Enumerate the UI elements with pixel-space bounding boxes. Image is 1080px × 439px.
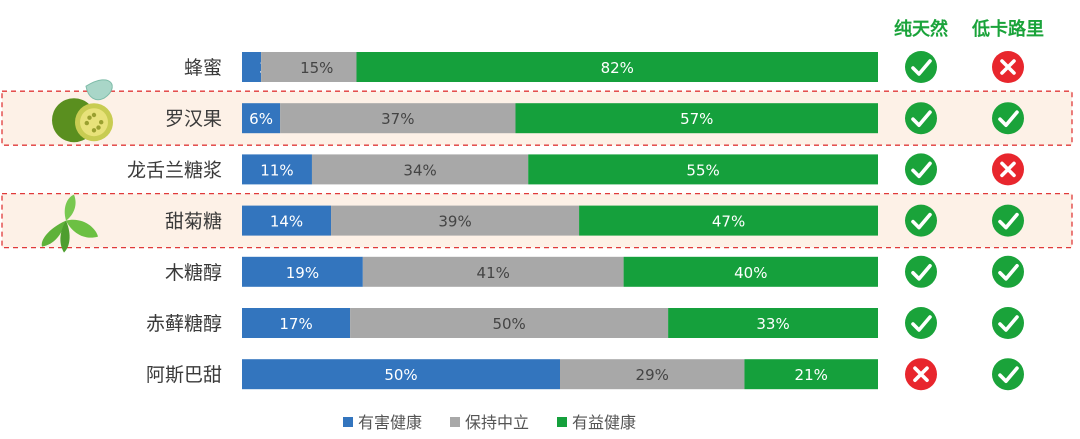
stacked-bars: 蜂蜜3%15%82%罗汉果6%37%57%龙舌兰糖浆11%34%55%甜菊糖14… xyxy=(127,52,879,390)
svg-text:有益健康: 有益健康 xyxy=(572,413,636,432)
legend-item: 保持中立 xyxy=(450,413,529,432)
bar-segment xyxy=(744,359,878,390)
bar-segment xyxy=(362,256,624,287)
check-icon xyxy=(992,307,1024,339)
svg-text:有害健康: 有害健康 xyxy=(358,413,422,432)
cross-icon xyxy=(992,153,1024,186)
bar-segment xyxy=(242,359,560,390)
legend: 有害健康 保持中立 有益健康 xyxy=(343,413,636,432)
bar-segment xyxy=(242,103,281,134)
check-icon xyxy=(992,255,1024,288)
cross-icon xyxy=(905,358,937,391)
bar-segment xyxy=(579,205,878,236)
bar-segment xyxy=(668,308,878,338)
category-label: 木糖醇 xyxy=(165,262,222,284)
decorations xyxy=(41,79,113,253)
bar-segment xyxy=(311,154,529,185)
bar-segment xyxy=(242,154,312,185)
data-label: 33% xyxy=(756,315,789,333)
bar-segment xyxy=(242,308,351,338)
category-label: 赤藓糖醇 xyxy=(146,313,222,335)
data-label: 11% xyxy=(260,161,293,179)
data-label: 14% xyxy=(270,213,303,231)
check-icon xyxy=(905,307,937,339)
check-icon xyxy=(992,358,1024,391)
bar-segment xyxy=(331,205,580,236)
category-label: 甜菊糖 xyxy=(165,211,222,233)
data-label: 47% xyxy=(712,213,745,231)
bar-segment xyxy=(560,359,745,390)
bar-segment xyxy=(623,256,878,287)
data-label: 50% xyxy=(384,366,417,384)
data-label: 39% xyxy=(438,213,471,231)
category-label: 蜂蜜 xyxy=(184,57,222,79)
data-label: 17% xyxy=(279,315,312,333)
data-label: 41% xyxy=(477,264,510,282)
data-label: 40% xyxy=(734,264,767,282)
data-label: 37% xyxy=(381,110,414,128)
bar-segment xyxy=(356,52,879,82)
data-label: 15% xyxy=(300,59,333,77)
check-icon xyxy=(905,51,937,83)
attribute-column-header: 低卡路里 xyxy=(971,18,1044,40)
stevia-leaf-icon xyxy=(41,194,98,253)
category-label: 龙舌兰糖浆 xyxy=(127,159,222,181)
check-icon xyxy=(992,204,1024,237)
data-label: 82% xyxy=(601,59,634,77)
svg-text:保持中立: 保持中立 xyxy=(465,413,529,432)
cross-icon xyxy=(992,51,1024,83)
bar-segment xyxy=(242,256,363,287)
category-label: 阿斯巴甜 xyxy=(146,364,222,386)
category-label: 罗汉果 xyxy=(165,108,222,130)
data-label: 29% xyxy=(636,366,669,384)
attribute-column-header: 纯天然 xyxy=(894,18,948,40)
bar-segment xyxy=(242,52,262,82)
check-icon xyxy=(905,102,937,135)
data-label: 6% xyxy=(249,110,273,128)
bar-segment xyxy=(350,308,669,338)
data-label: 34% xyxy=(403,161,436,179)
check-icon xyxy=(905,153,937,186)
bar-segment xyxy=(261,52,357,82)
data-label: 21% xyxy=(795,366,828,384)
data-label: 55% xyxy=(686,161,719,179)
legend-item: 有害健康 xyxy=(343,413,422,432)
attribute-columns: 纯天然 低卡路里 xyxy=(894,18,1044,391)
bar-segment xyxy=(528,154,878,185)
data-label: 19% xyxy=(286,264,319,282)
check-icon xyxy=(905,255,937,288)
bar-segment xyxy=(515,103,878,134)
data-label: 50% xyxy=(492,315,525,333)
data-label: 57% xyxy=(680,110,713,128)
check-icon xyxy=(905,204,937,237)
legend-item: 有益健康 xyxy=(557,413,636,432)
bar-segment xyxy=(242,205,332,236)
check-icon xyxy=(992,102,1024,135)
bar-segment xyxy=(280,103,516,134)
monk-fruit-icon xyxy=(52,79,113,143)
